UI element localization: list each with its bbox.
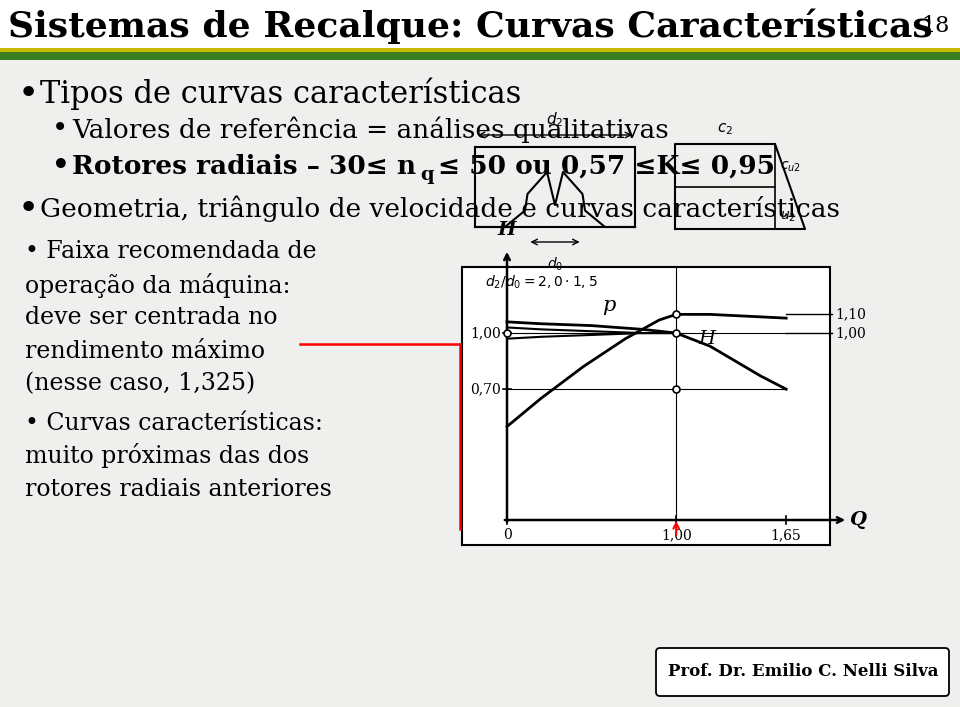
Text: ≤ 50 ou 0,57 ≤K≤ 0,95: ≤ 50 ou 0,57 ≤K≤ 0,95 (438, 153, 775, 178)
Text: rendimento máximo: rendimento máximo (25, 339, 265, 363)
Text: Sistemas de Recalque: Curvas Características: Sistemas de Recalque: Curvas Característ… (8, 8, 932, 44)
Text: •: • (18, 192, 39, 226)
Text: Geometria, triângulo de velocidade e curvas características: Geometria, triângulo de velocidade e cur… (40, 196, 840, 222)
Text: $d_0$: $d_0$ (547, 256, 564, 274)
Text: 1,10: 1,10 (835, 308, 866, 322)
Text: muito próximas das dos: muito próximas das dos (25, 443, 309, 469)
Bar (0, 0, 960, 52)
Text: 1,00: 1,00 (835, 326, 866, 340)
Text: Rotores radiais – 30≤ n: Rotores radiais – 30≤ n (72, 153, 416, 178)
Text: • Faixa recomendada de: • Faixa recomendada de (25, 240, 317, 264)
Text: •: • (52, 153, 70, 180)
Text: 1,00: 1,00 (660, 528, 691, 542)
Text: 0,70: 0,70 (470, 382, 501, 396)
Text: Q: Q (850, 511, 867, 529)
Text: $c_{u2}$: $c_{u2}$ (780, 160, 801, 174)
Text: deve ser centrada no: deve ser centrada no (25, 307, 277, 329)
Text: •: • (18, 77, 39, 111)
Text: $u_2$: $u_2$ (780, 210, 796, 224)
Bar (0, 50, 960, 60)
Text: 18: 18 (921, 15, 949, 37)
Text: p: p (602, 296, 615, 315)
Text: rotores radiais anteriores: rotores radiais anteriores (25, 477, 332, 501)
Text: 1,65: 1,65 (771, 528, 802, 542)
Text: Tipos de curvas características: Tipos de curvas características (40, 78, 521, 110)
Bar (0, 48, 960, 52)
Text: Valores de referência = análises qualitativas: Valores de referência = análises qualita… (72, 117, 669, 144)
Text: H: H (498, 221, 516, 239)
Bar (462, 267, 830, 545)
Text: operação da máquina:: operação da máquina: (25, 272, 291, 298)
Text: Prof. Dr. Emilio C. Nelli Silva: Prof. Dr. Emilio C. Nelli Silva (668, 663, 938, 681)
Text: (nesse caso, 1,325): (nesse caso, 1,325) (25, 373, 255, 395)
Text: 1,00: 1,00 (470, 326, 501, 340)
Text: H: H (698, 329, 715, 348)
Text: q: q (420, 166, 434, 184)
Text: $d_2$: $d_2$ (546, 110, 564, 129)
Text: $c_2$: $c_2$ (717, 122, 733, 137)
Text: 0: 0 (503, 528, 512, 542)
Text: • Curvas características:: • Curvas características: (25, 411, 323, 435)
Text: $d_2/d_0= 2,0 \cdot 1,5$: $d_2/d_0= 2,0 \cdot 1,5$ (485, 274, 597, 291)
FancyBboxPatch shape (656, 648, 949, 696)
Text: •: • (52, 117, 68, 144)
